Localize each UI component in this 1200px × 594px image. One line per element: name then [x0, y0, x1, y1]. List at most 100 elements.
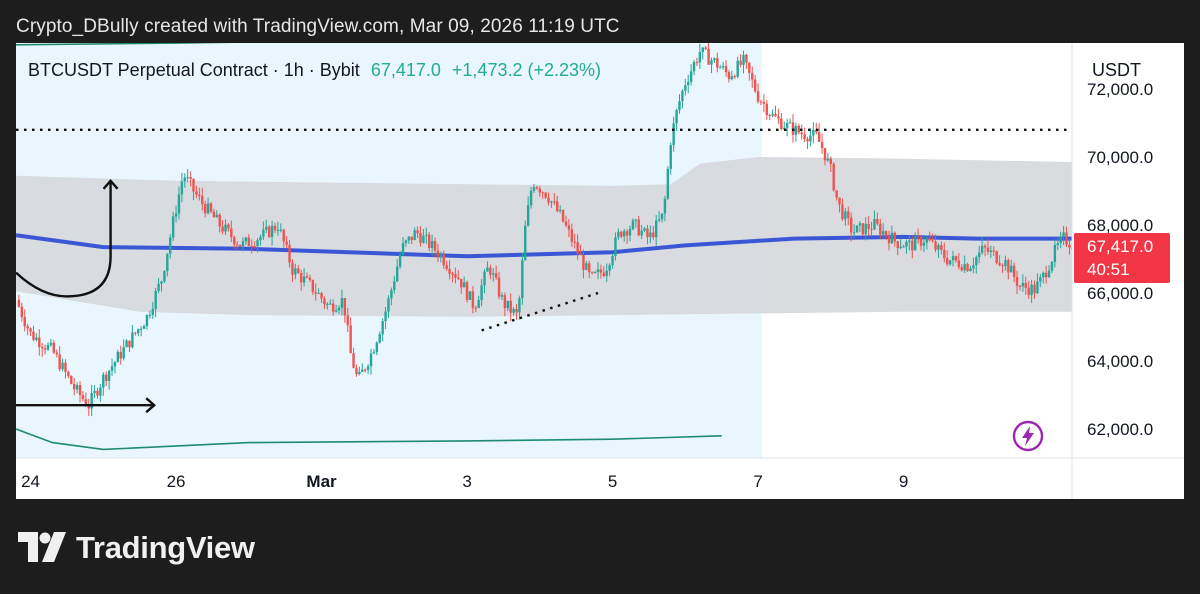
candle [1004, 255, 1007, 271]
axis-unit: USDT [1092, 60, 1141, 80]
candle [169, 234, 172, 259]
candle [588, 260, 591, 279]
candle [803, 127, 806, 143]
candle [489, 264, 492, 280]
candle [247, 234, 250, 247]
candle [899, 238, 902, 250]
candle [20, 302, 24, 322]
candle [695, 57, 699, 67]
candle [116, 349, 120, 363]
candle [1018, 284, 1022, 291]
candle [148, 310, 152, 319]
candle [477, 295, 480, 309]
candle [1062, 225, 1065, 246]
candle [387, 295, 390, 319]
candle [433, 237, 437, 258]
candle [206, 197, 210, 215]
candle [145, 314, 149, 330]
candle [233, 235, 236, 249]
candle [521, 252, 524, 305]
candle [180, 172, 184, 203]
candle [515, 304, 518, 320]
candle [672, 116, 675, 152]
candle [692, 59, 696, 76]
candle [823, 148, 827, 166]
candle [579, 244, 582, 256]
candle [436, 243, 440, 262]
candle [643, 227, 646, 233]
candle [314, 283, 317, 301]
candle [919, 234, 923, 251]
lightning-bolt-icon[interactable] [1012, 420, 1044, 452]
candle [640, 224, 643, 240]
candle [724, 60, 728, 77]
symbol-name: BTCUSDT Perpetual Contract · 1h · Bybit [28, 60, 360, 80]
candle [573, 233, 576, 249]
candle [800, 124, 803, 140]
candle [518, 295, 521, 320]
candle [756, 83, 760, 104]
candle [902, 244, 905, 248]
candle [826, 152, 830, 163]
candle [963, 255, 966, 273]
candle [43, 344, 47, 355]
candle [416, 226, 419, 239]
candle [297, 265, 300, 274]
candle [529, 186, 533, 209]
candle [454, 267, 457, 284]
candle [870, 221, 873, 236]
candle [201, 188, 204, 211]
candle [221, 220, 224, 235]
candle [99, 384, 102, 402]
candle [381, 318, 384, 342]
candle [428, 232, 431, 252]
candle [1021, 274, 1025, 292]
candle [160, 280, 163, 292]
candle [713, 57, 716, 63]
candle [978, 245, 981, 264]
candle [975, 255, 978, 274]
candle [323, 296, 326, 309]
candle [887, 230, 891, 251]
candle [305, 272, 309, 279]
candle [730, 70, 734, 81]
candle [986, 239, 990, 255]
candle [483, 268, 486, 294]
candle [992, 246, 995, 256]
candle [544, 191, 547, 200]
candle [745, 53, 748, 69]
candle [119, 345, 122, 365]
candle [366, 364, 370, 375]
candle [17, 294, 21, 308]
candle [419, 226, 422, 247]
candle [890, 225, 894, 244]
candle [675, 108, 678, 131]
candle [553, 192, 556, 206]
candle [660, 213, 664, 223]
candle [40, 343, 44, 357]
candle [561, 209, 565, 223]
candle [835, 190, 838, 201]
candle [186, 168, 189, 183]
candle [326, 302, 329, 310]
candle [867, 216, 870, 236]
candle [526, 196, 530, 227]
candle [256, 238, 259, 253]
candle [605, 263, 608, 282]
candle [235, 240, 239, 250]
candle [137, 328, 140, 337]
candle [989, 245, 993, 259]
candle [611, 253, 614, 269]
candle [361, 363, 364, 373]
brand-name: TradingView [76, 530, 255, 565]
candle [311, 279, 315, 296]
candle [29, 327, 32, 336]
candle [908, 235, 911, 251]
candle [276, 221, 280, 236]
candle [317, 288, 320, 295]
candle [913, 232, 917, 251]
candle [480, 279, 483, 307]
candle [163, 270, 166, 284]
candle [151, 302, 154, 319]
